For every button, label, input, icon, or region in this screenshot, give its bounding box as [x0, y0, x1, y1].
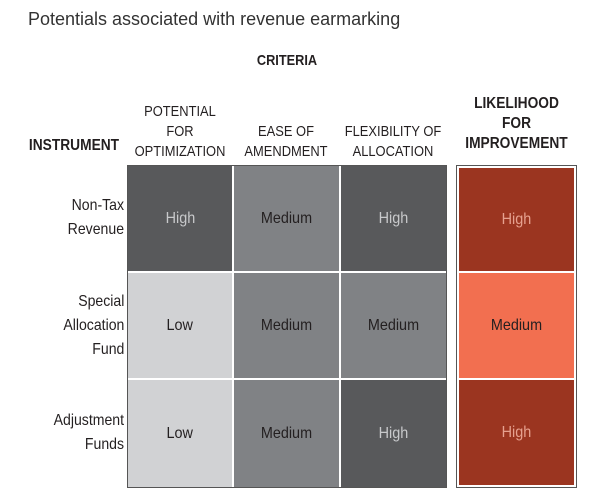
column-header-line: IMPROVEMENT: [465, 135, 568, 152]
column-header-ease: EASE OF AMENDMENT: [240, 122, 331, 162]
column-header-line: FOR: [166, 123, 194, 140]
row-label-line: Non-Tax: [71, 197, 124, 214]
row-label-line: Special: [77, 293, 124, 310]
cell-value: Medium: [260, 209, 313, 227]
cell-value: High: [378, 424, 409, 442]
cell-value: Medium: [367, 316, 420, 334]
likelihood-column: High Medium High: [456, 165, 577, 488]
column-header-line: LIKELIHOOD: [474, 95, 559, 112]
cell-value: High: [501, 423, 532, 441]
column-header-flexibility: FLEXIBILITY OF ALLOCATION: [343, 122, 443, 162]
instrument-heading: INSTRUMENT: [26, 136, 122, 156]
column-header-line: AMENDMENT: [244, 143, 328, 160]
cell-value: High: [378, 209, 409, 227]
likelihood-cell-non-tax: High: [459, 168, 574, 271]
cell-adjustment-ease: Medium: [234, 380, 339, 487]
row-label-line: Fund: [91, 341, 124, 358]
column-header-line: EASE OF: [258, 123, 314, 140]
column-header-line: FOR: [501, 115, 532, 132]
chart-title: Potentials associated with revenue earma…: [28, 9, 401, 29]
instrument-heading-text: INSTRUMENT: [28, 137, 120, 154]
cell-value: High: [501, 210, 532, 228]
cell-adjustment-potential: Low: [128, 380, 232, 487]
cell-special-ease: Medium: [234, 273, 339, 378]
cell-adjustment-flexibility: High: [341, 380, 446, 487]
cell-value: High: [165, 209, 195, 227]
criteria-heading: CRITERIA: [256, 52, 318, 69]
likelihood-cell-adjustment: High: [459, 380, 574, 485]
column-header-likelihood: LIKELIHOOD FOR IMPROVEMENT: [464, 94, 568, 154]
row-label-adjustment-funds: Adjustment Funds: [54, 409, 124, 457]
cell-value: Medium: [490, 316, 543, 334]
row-label-line: Revenue: [67, 221, 124, 238]
row-label-line: Adjustment: [53, 412, 124, 429]
column-header-line: OPTIMIZATION: [134, 143, 226, 160]
column-header-line: ALLOCATION: [352, 143, 434, 160]
row-label-special-allocation-fund: Special Allocation Fund: [63, 290, 124, 362]
column-header-potential: POTENTIAL FOR OPTIMIZATION: [134, 102, 226, 162]
column-header-line: FLEXIBILITY OF: [344, 123, 442, 140]
cell-non-tax-flexibility: High: [341, 166, 446, 271]
cell-value: Low: [166, 316, 194, 334]
row-label-line: Allocation: [62, 317, 124, 334]
cell-value: Medium: [260, 316, 313, 334]
row-label-line: Funds: [84, 436, 124, 453]
column-header-line: POTENTIAL: [144, 103, 216, 120]
cell-special-potential: Low: [128, 273, 232, 378]
cell-value: Medium: [260, 424, 313, 442]
cell-non-tax-ease: Medium: [234, 166, 339, 271]
likelihood-cell-special: Medium: [459, 273, 574, 378]
cell-non-tax-potential: High: [128, 166, 232, 271]
criteria-grid: High Medium High Low Medium Medium Low M…: [127, 165, 447, 488]
row-label-non-tax-revenue: Non-Tax Revenue: [68, 194, 124, 242]
cell-value: Low: [166, 424, 194, 442]
cell-special-flexibility: Medium: [341, 273, 446, 378]
